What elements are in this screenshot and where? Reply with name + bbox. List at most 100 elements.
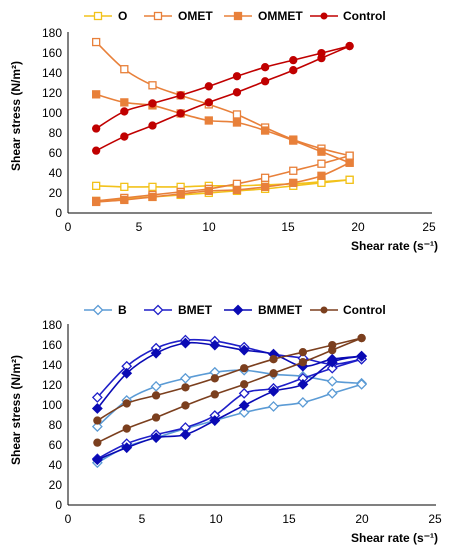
chart-1-y-ticks: 0 20 40 60 80 100 120 140 160 180 <box>42 26 62 220</box>
legend-label-omet: OMET <box>178 9 213 23</box>
data-point <box>356 350 368 362</box>
x-tick: 20 <box>355 512 369 526</box>
series-line-control-upper <box>96 337 362 422</box>
x-tick: 10 <box>209 512 223 526</box>
chart-2-x-ticks: 0 5 10 15 20 25 <box>65 512 442 526</box>
data-point <box>92 90 101 99</box>
data-point <box>260 77 270 86</box>
y-tick: 140 <box>42 358 62 372</box>
data-point <box>297 397 309 408</box>
data-point <box>317 178 326 187</box>
data-point <box>269 355 278 364</box>
chart-1-x-axis-label: Shear rate (s⁻¹) <box>351 239 438 253</box>
y-tick: 80 <box>49 126 63 140</box>
y-tick: 20 <box>49 478 63 492</box>
data-point <box>260 126 270 135</box>
y-tick: 40 <box>49 166 63 180</box>
chart-2: B BMET BMMET Control 0 5 <box>9 303 442 545</box>
x-tick: 15 <box>281 220 295 234</box>
legend-label-b: B <box>118 303 127 317</box>
x-tick: 25 <box>422 220 436 234</box>
data-point <box>148 121 157 130</box>
y-tick: 120 <box>42 86 62 100</box>
data-point <box>317 171 326 180</box>
data-point <box>345 41 354 51</box>
chart-2-x-axis-label: Shear rate (s⁻¹) <box>351 531 438 545</box>
data-point <box>289 56 298 65</box>
series-line-omet-lower <box>96 154 350 202</box>
y-tick: 60 <box>49 438 63 452</box>
data-point <box>92 37 101 47</box>
data-point <box>317 53 326 63</box>
data-point <box>298 358 308 367</box>
data-point <box>260 63 270 72</box>
data-point <box>150 347 162 359</box>
data-point <box>151 391 161 400</box>
legend-item-o: O <box>84 9 127 23</box>
data-point <box>121 367 133 379</box>
data-point <box>176 189 185 199</box>
legend-item-control-2: Control <box>310 303 386 317</box>
data-point <box>238 407 250 418</box>
y-tick: 40 <box>49 458 63 472</box>
data-point <box>120 65 129 74</box>
legend-label-control: Control <box>343 9 386 23</box>
x-tick: 10 <box>202 220 216 234</box>
data-point <box>180 337 191 349</box>
x-tick: 0 <box>65 512 72 526</box>
y-tick: 180 <box>42 26 62 40</box>
x-tick: 25 <box>428 512 442 526</box>
chart-1: O OMET OMMET Control 0 5 <box>9 9 438 253</box>
data-point <box>151 413 161 422</box>
data-point <box>268 401 279 412</box>
data-point <box>232 88 242 97</box>
data-point <box>232 72 242 81</box>
data-point <box>268 385 279 397</box>
chart-1-plot-area <box>92 37 354 207</box>
data-point <box>92 181 101 191</box>
legend-label-control: Control <box>343 303 386 317</box>
y-tick: 120 <box>42 378 62 392</box>
data-point <box>326 375 338 387</box>
data-point <box>120 132 129 141</box>
chart-1-legend: O OMET OMMET Control <box>84 9 386 23</box>
data-point <box>92 124 101 133</box>
data-point <box>150 380 162 392</box>
y-tick: 160 <box>42 46 62 60</box>
series-line-omet-upper <box>95 41 350 157</box>
series-line-control-upper <box>95 45 350 130</box>
data-point <box>356 378 368 390</box>
data-point <box>120 98 129 107</box>
data-point <box>269 369 278 378</box>
data-point <box>326 387 338 399</box>
y-tick: 20 <box>49 186 63 200</box>
y-tick: 180 <box>42 318 62 332</box>
legend-label-o: O <box>118 9 127 23</box>
data-point <box>176 91 185 100</box>
series-line-b-lower <box>96 383 362 464</box>
data-point <box>210 390 219 399</box>
data-point <box>345 158 354 167</box>
series-line-b-upper <box>96 369 362 428</box>
data-point <box>357 333 366 343</box>
data-point <box>92 146 101 155</box>
data-point <box>181 401 190 410</box>
chart-1-y-axis-label: Shear stress (N/m²) <box>9 61 23 171</box>
data-point <box>240 380 249 389</box>
legend-item-control: Control <box>310 9 386 23</box>
data-point <box>232 118 242 127</box>
data-point <box>204 116 213 125</box>
legend-item-omet: OMET <box>144 9 213 23</box>
data-point <box>93 416 102 425</box>
data-point <box>204 186 213 196</box>
data-point <box>93 438 102 447</box>
data-point <box>345 151 354 160</box>
data-point <box>121 442 133 454</box>
data-point <box>148 99 157 108</box>
data-point <box>120 107 129 116</box>
data-point <box>289 178 298 187</box>
data-point <box>91 391 103 403</box>
data-point <box>326 356 338 368</box>
data-point <box>328 345 337 355</box>
